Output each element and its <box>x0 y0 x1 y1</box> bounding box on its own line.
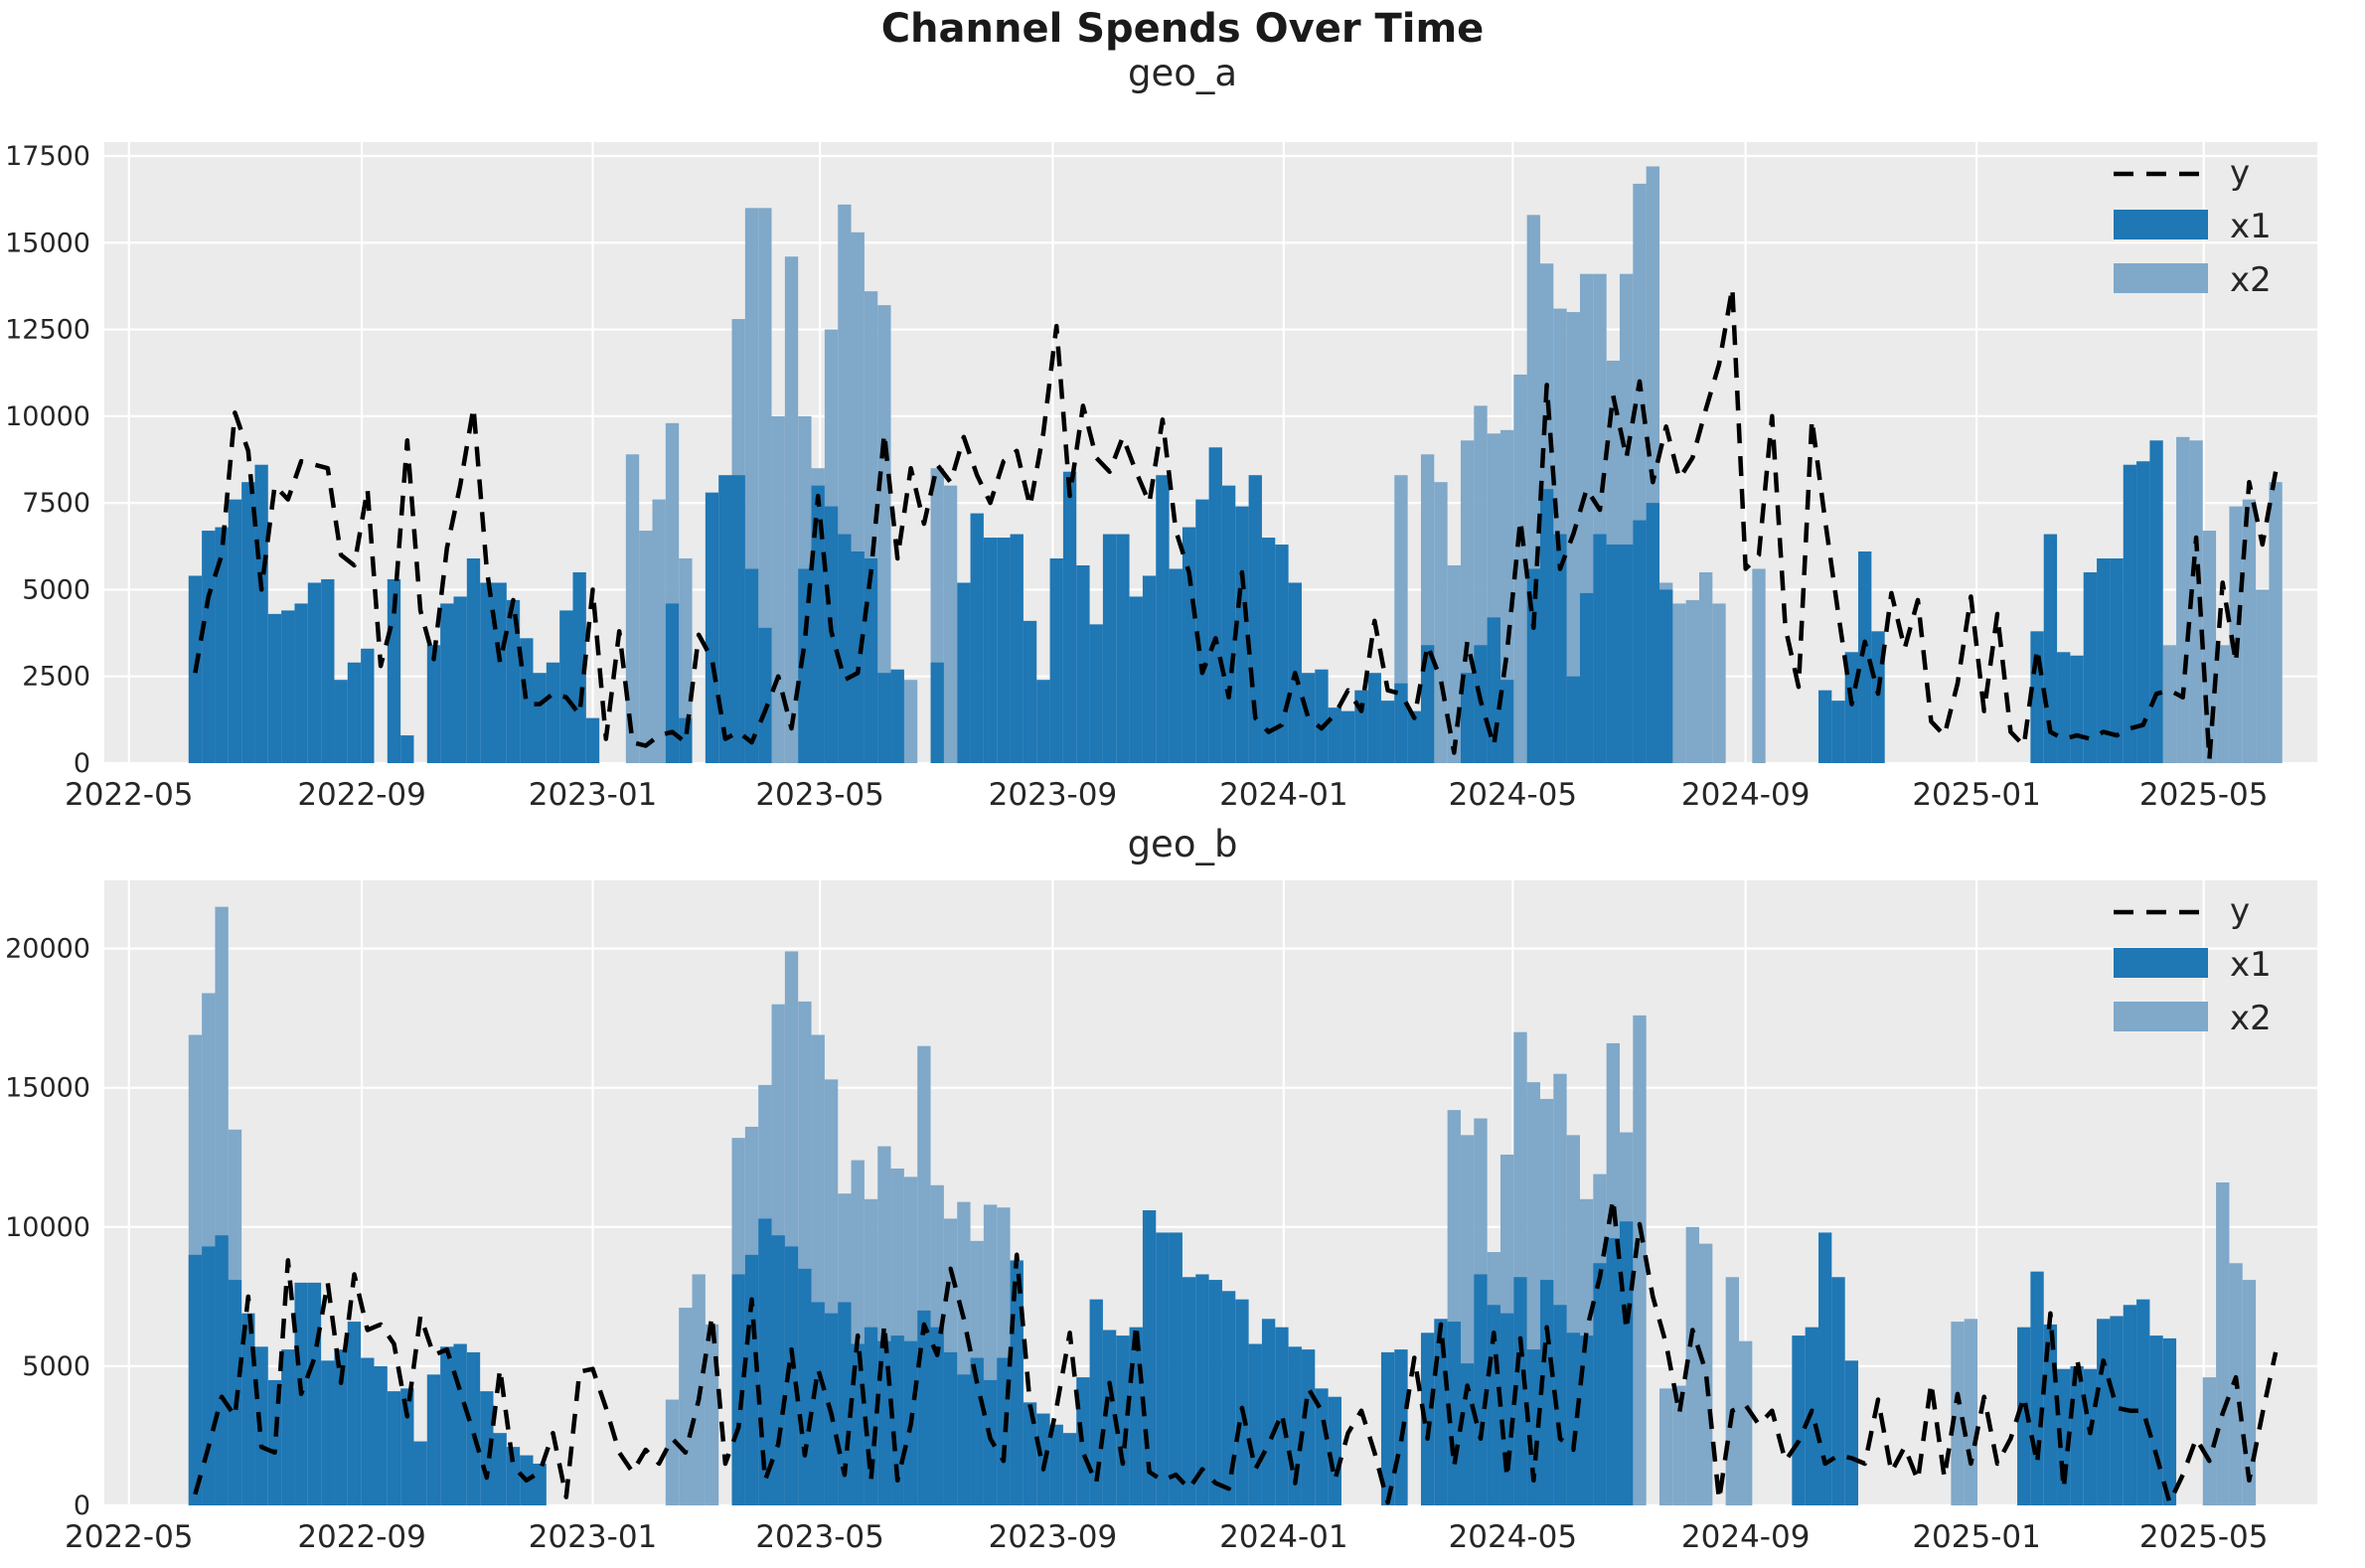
geo_b-x-tick: 2025-01 <box>1912 1519 2041 1555</box>
geo_a-x-tick: 2025-05 <box>2139 777 2269 813</box>
geo_a-x-tick-labels: 2022-05 2022-09 2023-01 2023-05 2023-09 2024-… <box>65 777 2268 813</box>
geo_b-x-tick: 2024-05 <box>1449 1519 1578 1555</box>
geo_b-y-tick: 10000 <box>5 1212 90 1243</box>
geo_a-y-tick: 17500 <box>5 141 90 172</box>
geo_b-y-tick: 20000 <box>5 934 90 965</box>
geo_b-y-line <box>193 1196 2279 1505</box>
geo_b-x-tick: 2023-01 <box>529 1519 658 1555</box>
geo_a-y-tick: 10000 <box>5 401 90 432</box>
geo_b-legend: y x1 x2 <box>2114 891 2272 1038</box>
geo_a-y-tick: 7500 <box>22 488 90 519</box>
geo_a-plot: 0 2500 5000 7500 10000 12500 15000 17500 2022-05… <box>5 141 2317 813</box>
legend-swatch-x2 <box>2114 263 2208 293</box>
legend-swatch-x1 <box>2114 948 2208 978</box>
legend-label-y: y <box>2230 891 2250 931</box>
geo_b-x-tick: 2023-05 <box>755 1519 884 1555</box>
geo_b-y-tick: 0 <box>74 1490 90 1521</box>
geo_a-x-tick: 2023-01 <box>529 777 658 813</box>
geo_b-plot: 0 5000 10000 15000 20000 2022-05 2022-09 2023-0… <box>5 880 2317 1555</box>
geo_a-legend: y x1 x2 <box>2114 153 2272 300</box>
geo_b-x-tick: 2024-09 <box>1681 1519 1811 1555</box>
legend-label-x1: x1 <box>2230 207 2272 246</box>
geo_a-x-tick: 2022-05 <box>65 777 194 813</box>
legend-swatch-x1 <box>2114 210 2208 239</box>
geo_b-x-tick: 2023-09 <box>989 1519 1118 1555</box>
geo_a-x-tick: 2024-05 <box>1449 777 1578 813</box>
geo_b-x-tick-labels: 2022-05 2022-09 2023-01 2023-05 2023-09 2024-… <box>65 1519 2268 1555</box>
geo_a-y-tick-labels: 0 2500 5000 7500 10000 12500 15000 17500 <box>5 141 90 779</box>
legend-label-x2: x2 <box>2230 999 2272 1038</box>
geo_a-x1-bars <box>188 440 2163 763</box>
geo_b-y-tick-labels: 0 5000 10000 15000 20000 <box>5 934 90 1521</box>
subplot-title-geo-b: geo_b <box>1127 823 1238 865</box>
geo_a-x-tick: 2024-01 <box>1219 777 1348 813</box>
geo_a-y-tick: 15000 <box>5 228 90 258</box>
legend-swatch-x2 <box>2114 1002 2208 1031</box>
geo_b-x-tick: 2022-05 <box>65 1519 194 1555</box>
geo_a-x-tick: 2024-09 <box>1681 777 1811 813</box>
figure-title: Channel Spends Over Time <box>880 6 1485 52</box>
geo_a-y-line <box>193 285 2279 762</box>
geo_b-x-tick: 2022-09 <box>297 1519 426 1555</box>
geo_b-y-tick: 5000 <box>22 1351 90 1382</box>
geo_a-y-tick: 12500 <box>5 315 90 346</box>
geo_a-y-tick: 5000 <box>22 574 90 605</box>
subplot-title-geo-a: geo_a <box>1127 52 1238 94</box>
geo_a-x-tick: 2022-09 <box>297 777 426 813</box>
geo_a-y-tick: 2500 <box>22 662 90 693</box>
geo_a-x-tick: 2023-09 <box>989 777 1118 813</box>
legend-label-x1: x1 <box>2230 945 2272 985</box>
geo_b-x-tick: 2025-05 <box>2139 1519 2269 1555</box>
geo_a-x-tick: 2025-01 <box>1912 777 2041 813</box>
legend-label-y: y <box>2230 153 2250 193</box>
geo_b-y-tick: 15000 <box>5 1073 90 1104</box>
geo_b-x-tick: 2024-01 <box>1219 1519 1348 1555</box>
geo_a-y-tick: 0 <box>74 748 90 779</box>
legend-label-x2: x2 <box>2230 260 2272 300</box>
geo_a-x-tick: 2023-05 <box>755 777 884 813</box>
